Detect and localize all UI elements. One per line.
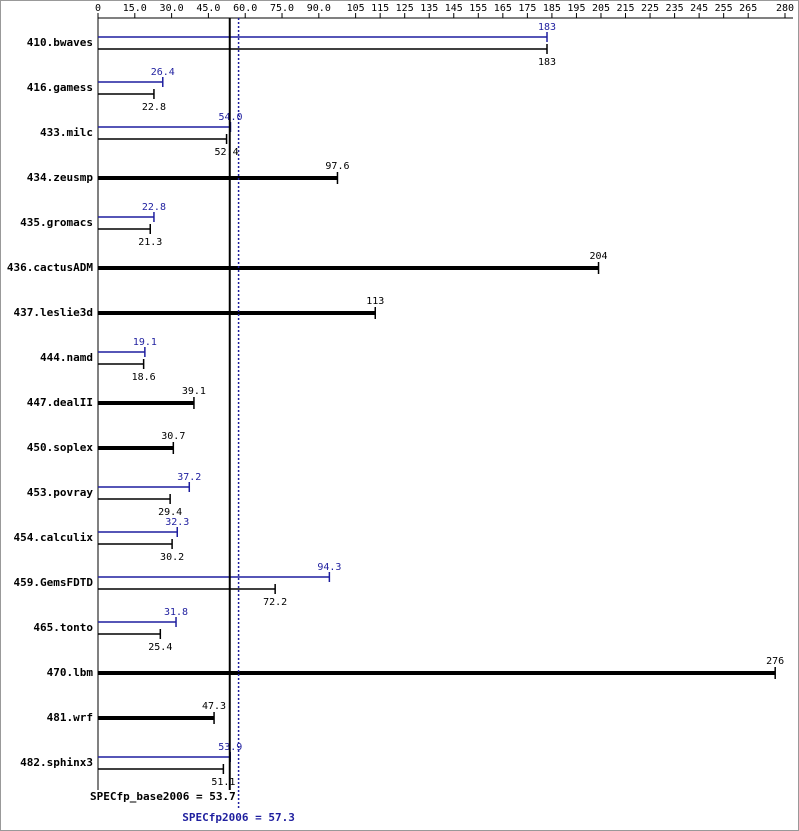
value-label: 22.8	[142, 102, 166, 113]
category-label: 435.gromacs	[20, 216, 93, 229]
category-label: 481.wrf	[47, 711, 93, 724]
category-label: 465.tonto	[33, 621, 93, 634]
category-label: 433.milc	[40, 126, 93, 139]
x-tick-label: 245	[690, 3, 708, 14]
value-label: 276	[766, 656, 784, 667]
category-label: 447.dealII	[27, 396, 93, 409]
value-label: 37.2	[177, 472, 201, 483]
x-tick-label: 195	[567, 3, 585, 14]
category-label: 434.zeusmp	[27, 171, 94, 184]
value-label: 22.8	[142, 202, 166, 213]
value-label: 204	[589, 251, 607, 262]
x-tick-label: 145	[445, 3, 463, 14]
value-label: 94.3	[317, 562, 341, 573]
x-tick-label: 60.0	[233, 3, 257, 14]
x-tick-label: 15.0	[123, 3, 147, 14]
x-tick-label: 205	[592, 3, 610, 14]
category-label: 436.cactusADM	[7, 261, 93, 274]
value-label: 18.6	[132, 372, 156, 383]
x-tick-label: 175	[518, 3, 536, 14]
value-label: 30.2	[160, 552, 184, 563]
x-tick-label: 265	[739, 3, 757, 14]
x-tick-label: 255	[715, 3, 733, 14]
x-tick-label: 105	[347, 3, 365, 14]
value-label: 47.3	[202, 701, 226, 712]
value-label: 31.8	[164, 607, 188, 618]
category-label: 454.calculix	[14, 531, 94, 544]
x-tick-label: 155	[469, 3, 487, 14]
value-label: 97.6	[325, 161, 349, 172]
reference-label: SPECfp2006 = 57.3	[182, 811, 295, 824]
value-label: 32.3	[165, 517, 189, 528]
value-label: 113	[366, 296, 384, 307]
x-tick-label: 135	[420, 3, 438, 14]
x-tick-label: 75.0	[270, 3, 294, 14]
category-label: 450.soplex	[27, 441, 94, 454]
category-label: 444.namd	[40, 351, 93, 364]
category-label: 482.sphinx3	[20, 756, 93, 769]
value-label: 39.1	[182, 386, 206, 397]
category-label: 453.povray	[27, 486, 94, 499]
value-label: 25.4	[148, 642, 172, 653]
x-tick-label: 225	[641, 3, 659, 14]
x-tick-label: 215	[616, 3, 634, 14]
x-tick-label: 235	[666, 3, 684, 14]
x-tick-label: 45.0	[196, 3, 220, 14]
category-label: 410.bwaves	[27, 36, 93, 49]
value-label: 19.1	[133, 337, 157, 348]
value-label: 72.2	[263, 597, 287, 608]
value-label: 30.7	[161, 431, 185, 442]
value-label: 52.4	[215, 147, 239, 158]
value-label: 183	[538, 57, 556, 68]
x-tick-label: 90.0	[307, 3, 331, 14]
x-tick-label: 280	[776, 3, 794, 14]
category-label: 437.leslie3d	[14, 306, 93, 319]
reference-label: SPECfp_base2006 = 53.7	[90, 790, 236, 803]
x-tick-label: 115	[371, 3, 389, 14]
x-tick-label: 0	[95, 3, 101, 14]
value-label: 26.4	[151, 67, 175, 78]
value-label: 183	[538, 22, 556, 33]
x-tick-label: 125	[396, 3, 414, 14]
category-label: 416.gamess	[27, 81, 93, 94]
category-label: 459.GemsFDTD	[14, 576, 94, 589]
x-tick-label: 185	[543, 3, 561, 14]
x-tick-label: 165	[494, 3, 512, 14]
value-label: 29.4	[158, 507, 182, 518]
value-label: 51.1	[211, 777, 235, 788]
value-label: 21.3	[138, 237, 162, 248]
x-tick-label: 30.0	[160, 3, 184, 14]
category-label: 470.lbm	[47, 666, 94, 679]
